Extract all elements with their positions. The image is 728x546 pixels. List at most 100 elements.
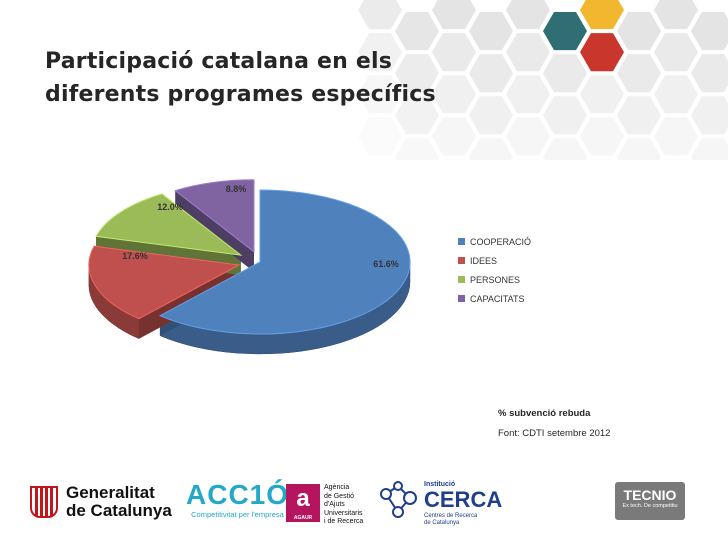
hex-tile — [617, 12, 661, 51]
agaur-text-line: Agència — [324, 484, 350, 491]
legend-swatch — [458, 257, 465, 264]
hex-tile — [580, 0, 624, 30]
hex-tile — [617, 96, 661, 135]
title-line-2: diferents programes específics — [45, 82, 436, 107]
hex-tile — [580, 75, 624, 114]
hex-tile — [654, 0, 698, 30]
agaur-text-line: de Gestió — [324, 492, 354, 500]
acc1o-name: ACC1Ó — [186, 479, 290, 510]
generalitat-line-1: Generalitat — [66, 483, 155, 502]
legend-label: PERSONES — [470, 274, 521, 285]
hex-tile — [368, 159, 392, 160]
agaur-text-line: i de Recerca — [324, 518, 364, 525]
hex-tile — [543, 54, 587, 93]
hex-tile — [432, 75, 476, 114]
generalitat-logo: Generalitat de Catalunya — [30, 484, 172, 520]
acc1o-logo: ACC1Ó Competitivitat per l'empresa — [186, 479, 290, 520]
hex-tile — [590, 159, 614, 160]
cerca-line-1: Institució — [424, 481, 456, 488]
cerca-logo: Institució CERCA Centres de Recerca de C… — [376, 476, 502, 531]
data-label-3: 8.8% — [226, 184, 247, 194]
data-label-1: 17.6% — [122, 251, 148, 261]
generalitat-line-2: de Catalunya — [66, 501, 172, 520]
cerca-sub-line: Centres de Recerca — [424, 513, 478, 519]
tecnio-name: TECNIO — [623, 487, 677, 503]
hex-tile — [469, 138, 513, 160]
hex-tile — [654, 33, 698, 72]
pie-tops — [88, 179, 411, 335]
hex-tile — [469, 12, 513, 51]
pie-slice-persones — [95, 193, 243, 256]
legend-swatch — [458, 276, 465, 283]
hex-tile — [691, 54, 728, 93]
hex-tile — [664, 159, 688, 160]
hex-tile — [543, 12, 587, 51]
legend-label: CAPACITATS — [470, 293, 525, 304]
hex-tile — [358, 33, 402, 72]
legend-item-idees: IDEES — [458, 251, 531, 270]
hex-tile — [395, 12, 439, 51]
hex-tile — [543, 138, 587, 160]
source-note: Font: CDTI setembre 2012 — [498, 428, 611, 439]
chart-legend: COOPERACIÓ IDEES PERSONES CAPACITATS — [458, 232, 531, 308]
pie-slice-cooperaci — [158, 189, 411, 335]
hex-tile — [691, 96, 728, 135]
agaur-mark-sub: AGAUR — [293, 515, 313, 521]
hex-tile — [617, 54, 661, 93]
hex-tile — [442, 159, 466, 160]
hex-tile — [432, 117, 476, 156]
hex-tile — [580, 117, 624, 156]
cerca-sub-line: de Catalunya — [424, 520, 460, 526]
agaur-mark-letter: a — [296, 485, 310, 512]
acc1o-tagline: Competitivitat per l'empresa — [191, 510, 284, 519]
agaur-logo: a AGAUR Agència de Gestió d'Ajuts Univer… — [286, 484, 363, 527]
hex-tile — [395, 138, 439, 160]
hex-tile — [358, 117, 402, 156]
tecnio-logo: TECNIO Ex tech. De competitiu — [615, 482, 685, 520]
hex-tile — [654, 75, 698, 114]
hex-tile — [691, 12, 728, 51]
hex-tile — [580, 33, 624, 72]
pie-slice-idees — [88, 245, 241, 320]
agaur-mark: a AGAUR — [286, 484, 320, 522]
hex-tile — [395, 96, 439, 135]
legend-item-cooperacio: COOPERACIÓ — [458, 232, 531, 251]
legend-swatch — [458, 238, 465, 245]
agaur-text-line: d'Ajuts — [324, 501, 345, 508]
data-label-0: 61.6% — [373, 259, 399, 269]
hex-tile — [395, 54, 439, 93]
legend-item-persones: PERSONES — [458, 270, 531, 289]
data-label-2: 12.0% — [157, 202, 183, 212]
legend-item-capacitats: CAPACITATS — [458, 289, 531, 308]
molecule-icon — [380, 481, 417, 518]
hex-tile — [516, 159, 540, 160]
hex-tile — [506, 117, 550, 156]
page-title: Participació catalana en els diferents p… — [45, 45, 436, 111]
agaur-text-line: Universitaris — [324, 509, 363, 517]
hex-tile — [506, 0, 550, 30]
legend-label: COOPERACIÓ — [470, 236, 532, 247]
pie-slice-capacitats — [174, 179, 255, 253]
title-line-1: Participació catalana en els — [45, 49, 393, 74]
measure-note: % subvenció rebuda — [498, 408, 591, 419]
hex-tile — [617, 138, 661, 160]
hex-tile — [506, 33, 550, 72]
legend-swatch — [458, 295, 465, 302]
hex-tile — [358, 0, 402, 30]
decorative-hex-pattern — [358, 0, 728, 160]
hex-tile — [358, 75, 402, 114]
hex-tile — [432, 0, 476, 30]
tecnio-tagline: Ex tech. De competitiu — [622, 503, 678, 509]
senyera-emblem-icon — [30, 486, 58, 518]
hex-tile — [543, 96, 587, 135]
hex-tile — [654, 117, 698, 156]
hex-tile — [506, 75, 550, 114]
hex-tile — [432, 33, 476, 72]
hex-tile — [469, 96, 513, 135]
cerca-name: CERCA — [424, 487, 503, 512]
hex-tile — [469, 54, 513, 93]
legend-label: IDEES — [470, 255, 498, 266]
hex-tile — [691, 138, 728, 160]
logo-bar: Generalitat de Catalunya ACC1Ó Competiti… — [0, 470, 728, 530]
